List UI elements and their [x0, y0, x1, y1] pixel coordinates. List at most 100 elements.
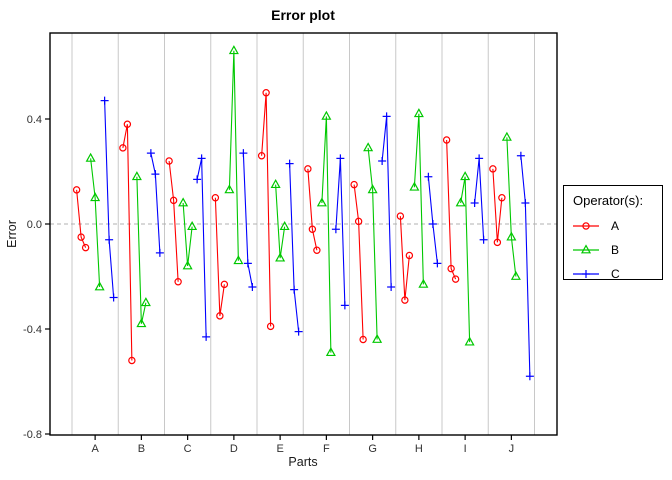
triangle-marker [418, 278, 429, 288]
x-tick-label: H [415, 443, 423, 455]
plus-marker [109, 293, 118, 302]
trial-line [150, 153, 161, 253]
legend-item-operator-b: B [564, 238, 662, 262]
trial-line [506, 137, 517, 277]
triangle-marker [455, 197, 466, 207]
x-tick-label: G [368, 443, 377, 455]
plus-marker [475, 154, 484, 163]
trial-line [122, 124, 133, 361]
x-axis: A B C D E F G H I J [91, 435, 514, 455]
plus-marker [470, 199, 479, 207]
circle-marker [304, 165, 312, 173]
part-gridlines [71, 33, 535, 435]
circle-marker [442, 136, 451, 144]
trial-line [228, 50, 239, 261]
series-operator-B [85, 45, 521, 357]
triangle-marker [131, 171, 142, 181]
triangle-marker [90, 192, 101, 202]
trial-line [289, 163, 300, 332]
plus-marker [155, 248, 164, 257]
plus-marker [387, 283, 396, 291]
trial-line [136, 176, 147, 324]
circle-marker [313, 246, 321, 254]
triangle-marker [460, 171, 471, 181]
trial-line [446, 139, 457, 280]
legend-item-label: B [611, 243, 620, 257]
legend-item-operator-a: A [564, 214, 662, 238]
circle-marker [257, 152, 266, 160]
triangle-marker [182, 260, 193, 270]
circle-marker [77, 233, 85, 241]
circle-marker [262, 89, 270, 97]
plus-marker [202, 332, 211, 341]
circle-marker [401, 296, 409, 304]
y-tick-label: -0.4 [23, 324, 42, 336]
plus-marker [433, 259, 442, 268]
plus-marker [382, 112, 391, 121]
plus-marker [151, 170, 160, 179]
trial-line [413, 113, 424, 285]
trial-line [214, 197, 225, 316]
triangle-marker [325, 346, 336, 357]
plus-marker [521, 199, 530, 207]
triangle-marker [372, 333, 383, 343]
triangle-marker [510, 270, 521, 280]
trial-line [335, 158, 346, 306]
trial-line [381, 116, 392, 288]
triangle-marker [94, 281, 105, 291]
plus-marker [336, 154, 345, 163]
plus-marker [193, 175, 202, 184]
plus-marker [243, 259, 252, 268]
series-operator-A [72, 89, 506, 365]
y-axis: 0.4 0.0 -0.4 -0.8 [23, 114, 50, 441]
triangle-marker [506, 231, 517, 241]
circle-marker [72, 186, 81, 194]
plus-marker [105, 235, 114, 244]
triangle-marker [136, 318, 147, 328]
triangle-marker [224, 184, 235, 194]
plus-marker [146, 149, 155, 158]
plus-marker [424, 172, 433, 181]
triangle-marker [270, 178, 281, 189]
trial-line [261, 92, 272, 327]
triangle-marker [501, 131, 512, 141]
trial-line [76, 189, 87, 248]
legend: Operator(s): A B C [563, 185, 663, 281]
circle-marker [350, 180, 358, 189]
circle-marker [220, 280, 229, 289]
plus-marker [582, 270, 590, 278]
x-tick-label: A [91, 443, 99, 455]
triangle-marker [187, 220, 198, 231]
plus-marker [197, 154, 206, 163]
trial-line [196, 158, 207, 337]
circle-marker [396, 212, 405, 220]
trial-line [321, 116, 332, 353]
triangle-marker [279, 220, 290, 231]
triangle-marker [367, 184, 378, 194]
plus-marker [100, 96, 109, 105]
triangle-marker [275, 252, 286, 262]
triangle-marker [140, 297, 151, 307]
blue-plus-marker-icon [573, 270, 599, 278]
triangle-marker [409, 181, 420, 191]
trial-line [353, 184, 364, 340]
triangle-marker [413, 108, 424, 118]
trial-line [307, 168, 318, 251]
circle-marker [128, 356, 136, 365]
x-tick-label: C [184, 443, 192, 455]
trial-line [182, 202, 193, 267]
x-tick-label: D [230, 443, 238, 455]
plus-marker [378, 157, 387, 165]
triangle-marker [464, 336, 475, 346]
triangle-marker [321, 110, 332, 120]
trial-line [275, 184, 286, 259]
x-tick-label: F [323, 443, 330, 455]
circle-marker [216, 312, 224, 320]
circle-marker [81, 243, 90, 252]
chart-title: Error plot [271, 7, 335, 23]
trial-line [399, 216, 410, 301]
legend-item-operator-c: C [564, 262, 662, 286]
plus-marker [285, 159, 294, 168]
